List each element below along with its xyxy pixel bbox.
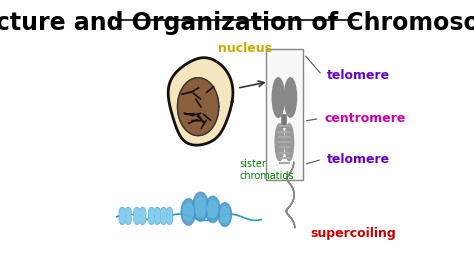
Text: nucleus: nucleus (218, 42, 272, 55)
Ellipse shape (166, 207, 173, 218)
Text: telomere: telomere (327, 153, 390, 166)
Text: supercoiling: supercoiling (310, 227, 396, 239)
Ellipse shape (140, 215, 145, 223)
Ellipse shape (167, 209, 172, 217)
Ellipse shape (134, 207, 140, 218)
Text: centromere: centromere (325, 112, 406, 125)
Text: Structure and Organization of Chromosomes: Structure and Organization of Chromosome… (0, 11, 474, 35)
Ellipse shape (161, 209, 166, 217)
Ellipse shape (148, 207, 155, 218)
Ellipse shape (161, 214, 167, 224)
Ellipse shape (126, 209, 131, 217)
Polygon shape (168, 58, 233, 145)
Ellipse shape (166, 214, 173, 224)
Ellipse shape (120, 215, 125, 223)
Bar (266, 49, 302, 180)
Ellipse shape (125, 214, 131, 224)
Ellipse shape (126, 215, 131, 223)
Ellipse shape (154, 207, 160, 218)
Ellipse shape (120, 209, 125, 217)
Ellipse shape (155, 209, 160, 217)
Ellipse shape (135, 209, 139, 217)
Text: telomere: telomere (327, 69, 390, 82)
Ellipse shape (161, 215, 166, 223)
Ellipse shape (220, 207, 229, 222)
Ellipse shape (285, 124, 293, 161)
Ellipse shape (192, 192, 209, 221)
Ellipse shape (140, 207, 146, 218)
Ellipse shape (161, 207, 167, 218)
Ellipse shape (272, 78, 284, 117)
Ellipse shape (134, 214, 140, 224)
Ellipse shape (181, 199, 196, 225)
Ellipse shape (135, 215, 139, 223)
Ellipse shape (205, 196, 220, 222)
Ellipse shape (140, 209, 145, 217)
Polygon shape (177, 78, 219, 136)
Ellipse shape (154, 214, 160, 224)
Ellipse shape (195, 197, 206, 216)
Ellipse shape (218, 203, 231, 226)
Ellipse shape (119, 214, 125, 224)
Ellipse shape (149, 209, 154, 217)
Ellipse shape (208, 201, 218, 218)
Text: sister
chromatids: sister chromatids (239, 159, 294, 181)
Ellipse shape (167, 215, 172, 223)
Ellipse shape (119, 207, 125, 218)
Ellipse shape (284, 78, 297, 117)
Ellipse shape (155, 215, 160, 223)
Ellipse shape (125, 207, 131, 218)
Ellipse shape (140, 214, 146, 224)
Ellipse shape (275, 124, 284, 161)
Ellipse shape (149, 215, 154, 223)
Ellipse shape (148, 214, 155, 224)
Ellipse shape (183, 203, 193, 221)
